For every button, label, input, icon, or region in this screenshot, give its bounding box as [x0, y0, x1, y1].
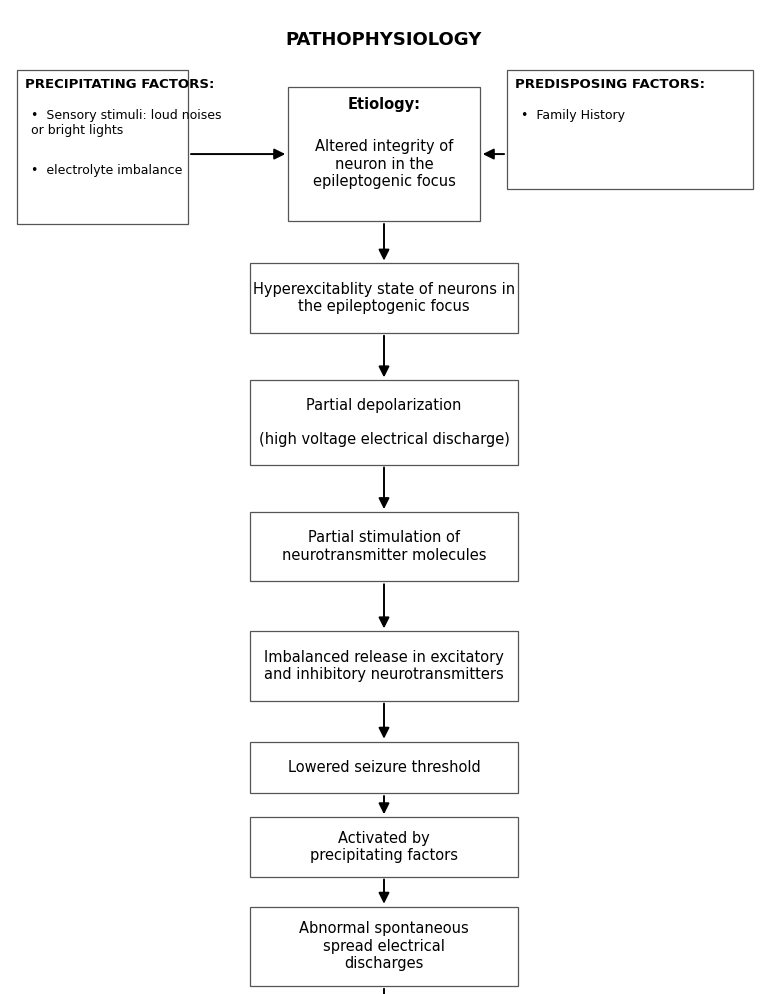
FancyBboxPatch shape — [250, 817, 518, 877]
Text: Activated by
precipitating factors: Activated by precipitating factors — [310, 831, 458, 863]
Text: Imbalanced release in excitatory
and inhibitory neurotransmitters: Imbalanced release in excitatory and inh… — [264, 650, 504, 682]
Text: Altered integrity of
neuron in the
epileptogenic focus: Altered integrity of neuron in the epile… — [313, 139, 455, 189]
Text: Lowered seizure threshold: Lowered seizure threshold — [288, 759, 480, 775]
FancyBboxPatch shape — [288, 86, 480, 222]
Text: •  Family History: • Family History — [521, 109, 624, 122]
FancyBboxPatch shape — [17, 70, 188, 224]
Text: Hyperexcitablity state of neurons in
the epileptogenic focus: Hyperexcitablity state of neurons in the… — [253, 282, 515, 314]
Text: •  Sensory stimuli: loud noises
or bright lights: • Sensory stimuli: loud noises or bright… — [31, 109, 221, 137]
Text: PATHOPHYSIOLOGY: PATHOPHYSIOLOGY — [286, 31, 482, 49]
Text: PREDISPOSING FACTORS:: PREDISPOSING FACTORS: — [515, 78, 704, 90]
Text: PRECIPITATING FACTORS:: PRECIPITATING FACTORS: — [25, 78, 214, 90]
FancyBboxPatch shape — [250, 907, 518, 986]
Text: •  electrolyte imbalance: • electrolyte imbalance — [31, 164, 182, 177]
Text: Abnormal spontaneous
spread electrical
discharges: Abnormal spontaneous spread electrical d… — [299, 921, 469, 971]
FancyBboxPatch shape — [250, 742, 518, 793]
FancyBboxPatch shape — [250, 631, 518, 701]
Text: Partial depolarization

(high voltage electrical discharge): Partial depolarization (high voltage ele… — [259, 398, 509, 447]
Text: Etiology:: Etiology: — [347, 97, 421, 112]
Text: Partial stimulation of
neurotransmitter molecules: Partial stimulation of neurotransmitter … — [282, 531, 486, 563]
FancyBboxPatch shape — [250, 512, 518, 581]
FancyBboxPatch shape — [250, 380, 518, 465]
FancyBboxPatch shape — [250, 263, 518, 333]
FancyBboxPatch shape — [507, 70, 753, 189]
